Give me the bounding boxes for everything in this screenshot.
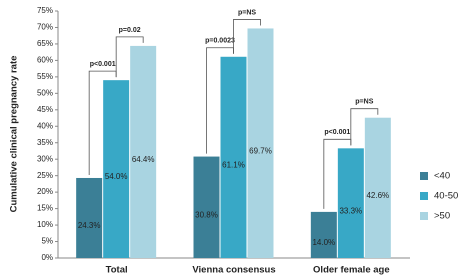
legend-label: 40-50 xyxy=(434,191,458,202)
value-label: 14.0% xyxy=(312,238,335,247)
value-label: 69.7% xyxy=(249,146,272,155)
value-label: 64.4% xyxy=(132,155,155,164)
y-axis-label: Cumulative clinical pregnancy rate xyxy=(9,56,20,213)
legend-swatch xyxy=(420,192,428,200)
p-value: p=NS xyxy=(355,99,373,106)
significance-bracket xyxy=(350,108,379,146)
y-tick-label: 65% xyxy=(37,39,53,48)
bar xyxy=(193,156,220,258)
value-label: 24.3% xyxy=(78,221,101,230)
bar xyxy=(130,45,157,258)
bar xyxy=(220,56,247,259)
y-tick-label: 60% xyxy=(37,56,53,65)
legend-label: <40 xyxy=(434,171,450,182)
value-label: 30.8% xyxy=(195,210,218,219)
value-label: 33.3% xyxy=(339,206,362,215)
p-value: p=NS xyxy=(238,9,256,16)
p-value: p=0.0023 xyxy=(205,38,235,45)
value-label: 42.6% xyxy=(366,191,389,200)
p-value: p=0.02 xyxy=(119,27,141,34)
p-value: p<0.001 xyxy=(324,129,350,136)
x-tick-label: Vienna consensus xyxy=(192,265,275,276)
x-tick-label: Older female age xyxy=(313,265,390,276)
legend-swatch xyxy=(420,212,428,220)
y-tick-label: 45% xyxy=(37,105,53,114)
y-tick-label: 55% xyxy=(37,72,53,81)
y-tick-label: 70% xyxy=(37,23,53,32)
y-tick-label: 0% xyxy=(41,253,53,262)
y-tick-label: 50% xyxy=(37,88,53,97)
y-tick-label: 40% xyxy=(37,121,53,130)
y-tick-label: 30% xyxy=(37,154,53,163)
legend-label: >50 xyxy=(434,211,450,222)
y-tick-label: 20% xyxy=(37,187,53,196)
y-tick-label: 15% xyxy=(37,204,53,213)
legend-swatch xyxy=(420,172,428,180)
bar xyxy=(310,211,337,258)
y-tick-label: 35% xyxy=(37,138,53,147)
bar xyxy=(76,177,103,258)
bar xyxy=(364,117,391,258)
significance-bracket xyxy=(115,36,144,78)
p-value: p<0.001 xyxy=(90,61,116,68)
y-tick-label: 10% xyxy=(37,220,53,229)
y-tick-label: 25% xyxy=(37,171,53,180)
bar xyxy=(103,80,130,258)
significance-bracket xyxy=(233,19,261,54)
x-tick-label: Total xyxy=(106,265,128,276)
bar xyxy=(247,28,274,258)
bar xyxy=(337,148,364,258)
value-label: 61.1% xyxy=(222,160,245,169)
y-tick-label: 75% xyxy=(37,6,53,15)
value-label: 54.0% xyxy=(105,172,128,181)
y-tick-label: 5% xyxy=(41,237,53,246)
